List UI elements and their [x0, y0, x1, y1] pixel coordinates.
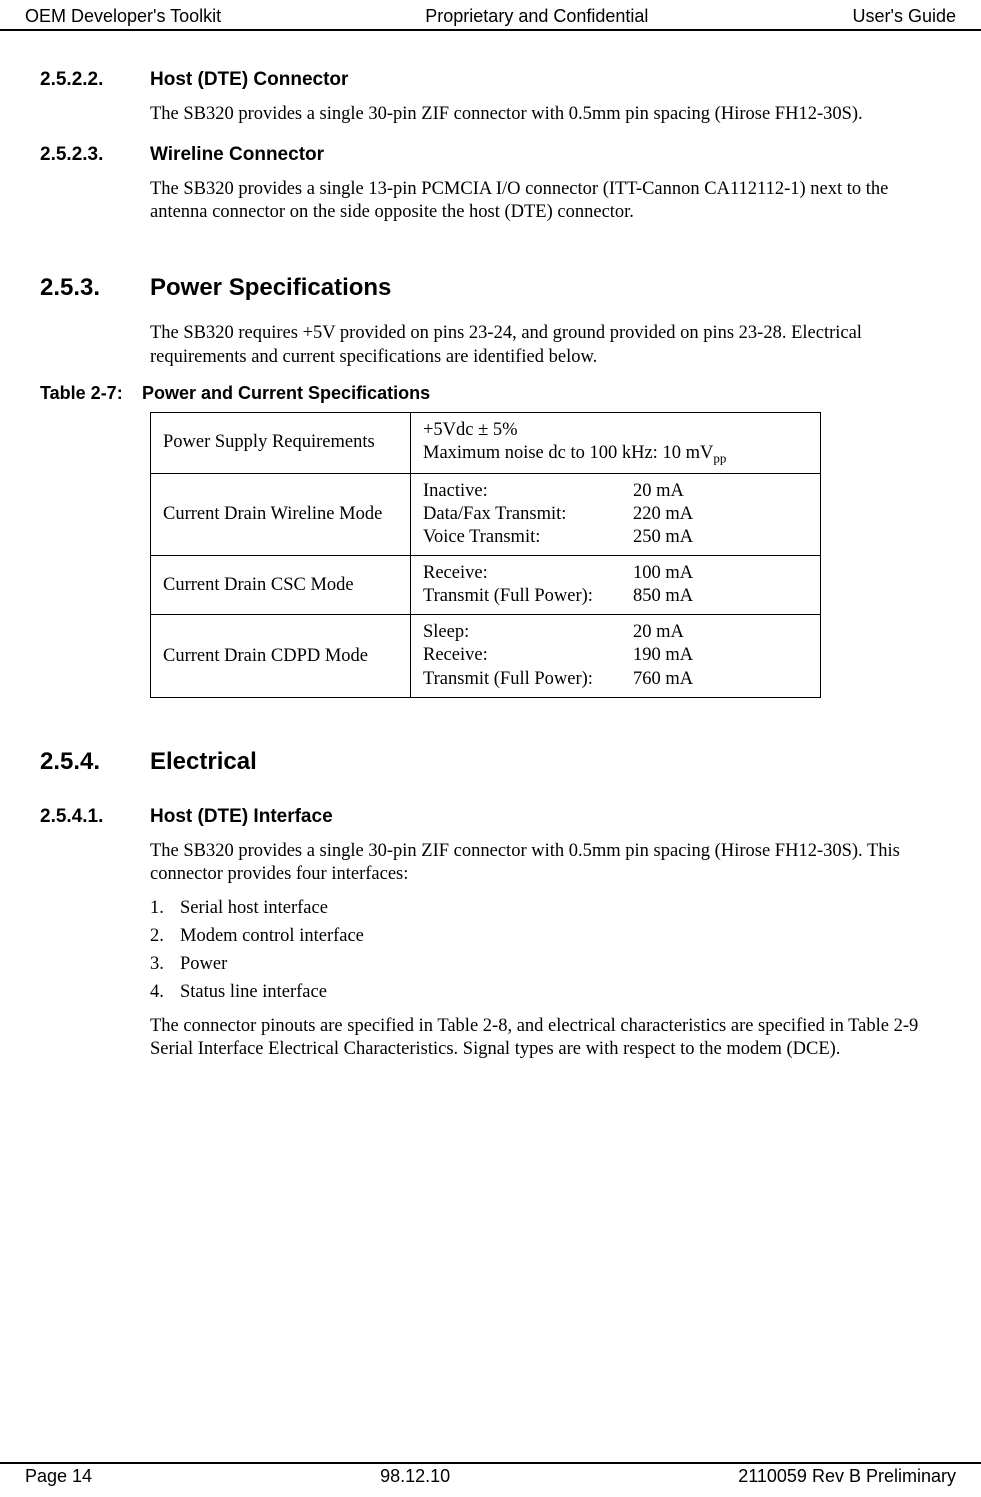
section-title: Power Specifications: [150, 274, 391, 302]
heading-253: 2.5.3. Power Specifications: [40, 274, 941, 302]
value-label: Receive:: [423, 562, 633, 585]
table-row: Current Drain CSC Mode Receive: Transmit…: [151, 556, 821, 615]
value-label: Receive:: [423, 644, 633, 667]
value-cell: Sleep: Receive: Transmit (Full Power): 2…: [411, 615, 821, 697]
section-title: Host (DTE) Interface: [150, 806, 333, 828]
list-item: 2.Modem control interface: [150, 924, 941, 949]
section-number: 2.5.3.: [40, 274, 150, 302]
section-number: 2.5.4.1.: [40, 806, 150, 828]
power-spec-table: Power Supply Requirements +5Vdc ± 5% Max…: [150, 412, 821, 698]
header-center: Proprietary and Confidential: [425, 6, 648, 27]
heading-2523: 2.5.2.3. Wireline Connector: [40, 144, 941, 166]
value-number: 190 mA: [633, 644, 808, 667]
table-row: Current Drain CDPD Mode Sleep: Receive: …: [151, 615, 821, 697]
value-line: +5Vdc ± 5%: [423, 419, 808, 442]
heading-2522: 2.5.2.2. Host (DTE) Connector: [40, 69, 941, 91]
value-label: Sleep:: [423, 621, 633, 644]
table-caption: Table 2-7: Power and Current Specificati…: [40, 383, 941, 404]
interface-list: 1.Serial host interface 2.Modem control …: [150, 896, 941, 1005]
list-number: 1.: [150, 896, 180, 921]
value-number: 100 mA: [633, 562, 808, 585]
body-text: The SB320 provides a single 13-pin PCMCI…: [150, 178, 941, 224]
body-text: The SB320 provides a single 30-pin ZIF c…: [150, 840, 941, 886]
page-header: OEM Developer's Toolkit Proprietary and …: [0, 0, 981, 31]
body-text: The SB320 requires +5V provided on pins …: [150, 322, 941, 368]
param-cell: Current Drain CDPD Mode: [151, 615, 411, 697]
value-label: Inactive:: [423, 480, 633, 503]
value-number: 20 mA: [633, 621, 808, 644]
param-cell: Current Drain CSC Mode: [151, 556, 411, 615]
value-label: Transmit (Full Power):: [423, 585, 633, 608]
param-cell: Power Supply Requirements: [151, 412, 411, 473]
value-number: 850 mA: [633, 585, 808, 608]
caption-label: Table 2-7:: [40, 383, 137, 404]
heading-2541: 2.5.4.1. Host (DTE) Interface: [40, 806, 941, 828]
param-cell: Current Drain Wireline Mode: [151, 473, 411, 555]
value-cell: Receive: Transmit (Full Power): 100 mA 8…: [411, 556, 821, 615]
subscript: pp: [713, 450, 726, 465]
section-title: Electrical: [150, 748, 257, 776]
footer-right: 2110059 Rev B Preliminary: [738, 1466, 956, 1487]
value-number: 760 mA: [633, 668, 808, 691]
list-number: 3.: [150, 952, 180, 977]
body-text: The SB320 provides a single 30-pin ZIF c…: [150, 103, 941, 126]
caption-title: Power and Current Specifications: [142, 383, 430, 403]
value-label: Voice Transmit:: [423, 526, 633, 549]
list-text: Power: [180, 952, 227, 977]
list-text: Serial host interface: [180, 896, 328, 921]
section-number: 2.5.2.3.: [40, 144, 150, 166]
section-number: 2.5.2.2.: [40, 69, 150, 91]
value-label: Transmit (Full Power):: [423, 668, 633, 691]
list-item: 3.Power: [150, 952, 941, 977]
footer-center: 98.12.10: [380, 1466, 450, 1487]
value-text: Maximum noise dc to 100 kHz: 10 mV: [423, 443, 713, 463]
heading-254: 2.5.4. Electrical: [40, 748, 941, 776]
table-row: Current Drain Wireline Mode Inactive: Da…: [151, 473, 821, 555]
list-item: 4.Status line interface: [150, 980, 941, 1005]
footer-left: Page 14: [25, 1466, 92, 1487]
value-number: 250 mA: [633, 526, 808, 549]
body-text: The connector pinouts are specified in T…: [150, 1015, 941, 1061]
table-row: Power Supply Requirements +5Vdc ± 5% Max…: [151, 412, 821, 473]
list-number: 2.: [150, 924, 180, 949]
list-text: Modem control interface: [180, 924, 364, 949]
list-item: 1.Serial host interface: [150, 896, 941, 921]
header-left: OEM Developer's Toolkit: [25, 6, 221, 27]
value-label: Data/Fax Transmit:: [423, 503, 633, 526]
page-content: 2.5.2.2. Host (DTE) Connector The SB320 …: [0, 31, 981, 1061]
value-cell: Inactive: Data/Fax Transmit: Voice Trans…: [411, 473, 821, 555]
value-number: 220 mA: [633, 503, 808, 526]
value-line: Maximum noise dc to 100 kHz: 10 mVpp: [423, 442, 808, 467]
header-right: User's Guide: [853, 6, 956, 27]
list-text: Status line interface: [180, 980, 327, 1005]
section-title: Host (DTE) Connector: [150, 69, 348, 91]
section-title: Wireline Connector: [150, 144, 324, 166]
list-number: 4.: [150, 980, 180, 1005]
page-footer: Page 14 98.12.10 2110059 Rev B Prelimina…: [0, 1462, 981, 1487]
value-number: 20 mA: [633, 480, 808, 503]
value-cell: +5Vdc ± 5% Maximum noise dc to 100 kHz: …: [411, 412, 821, 473]
section-number: 2.5.4.: [40, 748, 150, 776]
